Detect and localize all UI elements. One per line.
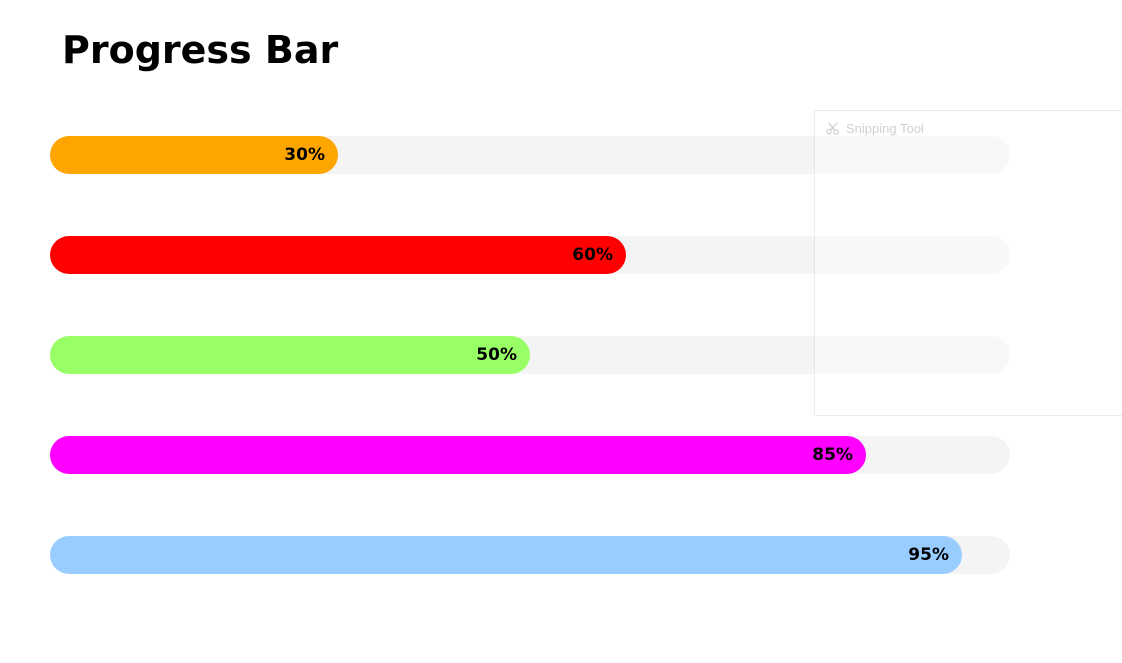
progress-fill-3: 50% <box>50 336 530 374</box>
page-title: Progress Bar <box>62 28 339 72</box>
progress-track-1: 30% <box>50 136 1010 174</box>
progress-track-3: 50% <box>50 336 1010 374</box>
progress-fill-2: 60% <box>50 236 626 274</box>
progress-label-3: 50% <box>476 345 517 365</box>
progress-fill-1: 30% <box>50 136 338 174</box>
progress-fill-4: 85% <box>50 436 866 474</box>
scissors-icon <box>826 122 839 135</box>
progress-label-1: 30% <box>284 145 325 165</box>
progress-label-2: 60% <box>572 245 613 265</box>
progress-bar-list: 30% 60% 50% 85% 95% <box>50 136 1010 636</box>
snipping-tool-window[interactable]: Snipping Tool <box>814 110 1122 416</box>
progress-fill-5: 95% <box>50 536 962 574</box>
progress-track-5: 95% <box>50 536 1010 574</box>
progress-track-2: 60% <box>50 236 1010 274</box>
snipping-tool-header: Snipping Tool <box>825 120 924 136</box>
progress-label-4: 85% <box>812 445 853 465</box>
progress-track-4: 85% <box>50 436 1010 474</box>
snipping-tool-title: Snipping Tool <box>846 120 924 136</box>
progress-label-5: 95% <box>908 545 949 565</box>
